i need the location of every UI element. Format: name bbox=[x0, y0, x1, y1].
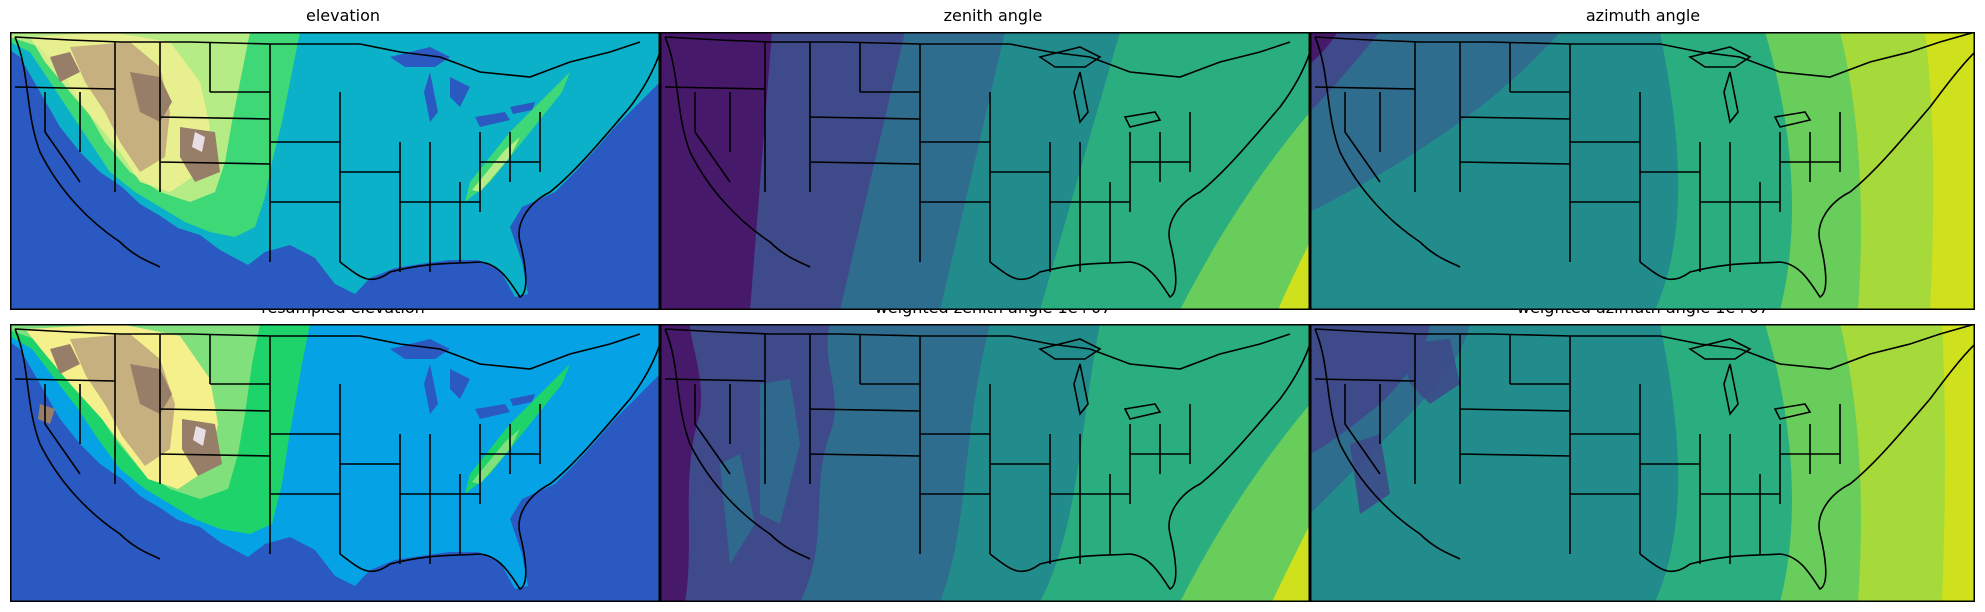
map-weighted-zenith-angle bbox=[660, 324, 1310, 602]
appalachians-light bbox=[472, 429, 520, 484]
map-zenith-angle bbox=[660, 32, 1310, 310]
band-6 bbox=[1942, 324, 1975, 602]
state-boundary-lines bbox=[664, 328, 1310, 591]
state-boundary-lines bbox=[14, 328, 660, 591]
great-lakes bbox=[390, 47, 535, 127]
band-2-patches bbox=[720, 379, 800, 564]
state-boundary-lines bbox=[1314, 32, 1975, 299]
map-resampled-elevation bbox=[10, 324, 660, 602]
map-azimuth-angle bbox=[1310, 32, 1975, 310]
band-6 bbox=[1278, 242, 1310, 310]
panel-frame bbox=[10, 324, 660, 602]
band-5 bbox=[1180, 112, 1310, 310]
panel-title-elevation: elevation bbox=[305, 6, 381, 25]
panel-frame bbox=[660, 32, 1310, 310]
band-6 bbox=[1272, 524, 1310, 602]
band-1 bbox=[1310, 324, 1430, 454]
elevation-snow bbox=[193, 426, 206, 446]
band-5b bbox=[1840, 324, 1975, 602]
panel-frame bbox=[1310, 324, 1975, 602]
elevation-tan bbox=[70, 334, 175, 466]
band-6 bbox=[1925, 32, 1975, 310]
panel-frame bbox=[660, 324, 1310, 602]
map-elevation bbox=[10, 32, 660, 310]
band-5 bbox=[1180, 404, 1310, 602]
state-boundary-lines bbox=[14, 36, 660, 299]
elevation-brown bbox=[50, 52, 220, 182]
band-2 bbox=[1310, 32, 1560, 212]
panel-title-zenith: zenith angle bbox=[943, 6, 1043, 25]
state-boundary-lines bbox=[664, 36, 1310, 299]
appalachians-light bbox=[472, 137, 520, 192]
panel-frame bbox=[10, 32, 660, 310]
state-boundary-lines bbox=[1314, 324, 1975, 591]
elevation-snow bbox=[192, 132, 205, 152]
panel-frame bbox=[1310, 32, 1975, 310]
panel-title-azimuth: azimuth angle bbox=[1585, 6, 1701, 25]
map-weighted-azimuth-angle bbox=[1310, 324, 1975, 602]
great-lakes bbox=[390, 339, 535, 419]
elevation-brown bbox=[38, 344, 222, 476]
